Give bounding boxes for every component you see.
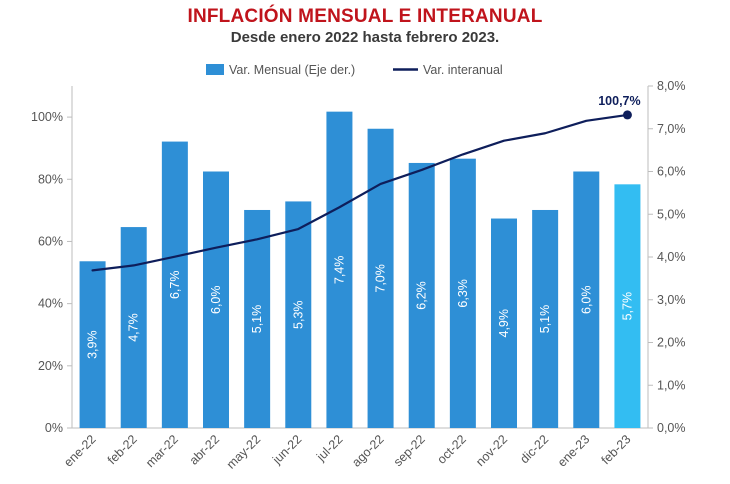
bar — [203, 171, 229, 428]
left-axis-tick-label: 60% — [38, 234, 63, 248]
bar-data-label: 5,3% — [291, 300, 305, 329]
x-axis-tick-label: jun-22 — [269, 432, 304, 467]
chart-subtitle: Desde enero 2022 hasta febrero 2023. — [230, 29, 500, 46]
line-point — [622, 110, 632, 120]
x-axis-tick-label: may-22 — [224, 432, 263, 471]
x-axis-tick-label: ene-23 — [555, 432, 592, 469]
bar — [614, 184, 641, 428]
bar-data-label: 7,0% — [374, 264, 388, 293]
bar — [449, 158, 476, 429]
legend-label-bar: Var. Mensual (Eje der.) — [229, 63, 355, 77]
legend-label-line: Var. interanual — [423, 63, 503, 77]
x-axis-tick-label: ene-22 — [61, 432, 98, 469]
right-axis-tick-label: 5,0% — [657, 207, 686, 221]
right-axis-tick-label: 6,0% — [657, 165, 686, 179]
bar-data-label: 7,4% — [332, 256, 346, 285]
right-axis-tick-label: 8,0% — [657, 79, 686, 93]
bar — [532, 209, 559, 428]
right-axis-tick-label: 7,0% — [657, 122, 686, 136]
x-axis-tick-label: feb-23 — [599, 432, 634, 467]
x-axis-tick-label: sep-22 — [391, 432, 428, 469]
right-axis-tick-label: 4,0% — [657, 250, 686, 264]
right-axis-tick-label: 1,0% — [657, 378, 686, 392]
left-axis-tick-label: 40% — [38, 297, 63, 311]
bar — [408, 162, 435, 428]
bar — [491, 218, 517, 428]
bar-data-label: 6,3% — [456, 279, 470, 308]
bar — [326, 111, 353, 429]
legend: Var. Mensual (Eje der.) Var. interanual — [206, 63, 503, 77]
bar-data-label: 4,7% — [127, 313, 141, 342]
bar-data-label: 5,7% — [620, 292, 634, 321]
left-axis-tick-label: 100% — [31, 110, 63, 124]
bar-data-label: 5,1% — [538, 305, 552, 334]
bar-data-label: 6,0% — [209, 286, 223, 315]
line-data-label: 100,7% — [598, 94, 640, 108]
left-axis-tick-label: 20% — [38, 359, 63, 373]
right-axis-tick-label: 3,0% — [657, 293, 686, 307]
bar-data-label: 6,0% — [579, 286, 593, 315]
bars — [79, 111, 641, 429]
right-axis-tick-label: 2,0% — [657, 336, 686, 350]
bar — [285, 201, 312, 428]
bar — [79, 261, 106, 428]
interanual-line — [91, 113, 629, 272]
left-axis-tick-label: 0% — [45, 421, 63, 435]
bar — [573, 171, 600, 428]
x-axis-tick-label: dic-22 — [517, 432, 551, 466]
line-series — [91, 110, 632, 272]
x-axis-tick-label: nov-22 — [473, 432, 510, 469]
x-axis-tick-label: abr-22 — [187, 432, 222, 467]
bar-data-label: 4,9% — [497, 309, 511, 338]
x-axis-tick-label: jul-22 — [313, 432, 345, 464]
legend-swatch-bar — [206, 64, 224, 75]
data-labels: 3,9% 4,7% 6,7% 6,0% 5,1% 5,3% 7,4% 7,0% 6,2% 6,3%… — [86, 94, 641, 359]
x-axis-tick-label: oct-22 — [435, 432, 469, 466]
right-axis-tick-label: 0,0% — [657, 421, 686, 435]
bar — [244, 209, 271, 428]
x-axis-tick-label: feb-22 — [105, 432, 140, 467]
bar-data-label: 6,2% — [415, 281, 429, 310]
bar — [367, 128, 394, 428]
bar-data-label: 5,1% — [250, 305, 264, 334]
x-axis-tick-label: ago-22 — [349, 432, 386, 469]
bar — [161, 141, 188, 428]
chart-title: INFLACIÓN MENSUAL E INTERANUAL — [187, 6, 543, 27]
left-axis-tick-label: 80% — [38, 172, 63, 186]
bar — [120, 227, 147, 428]
bar-data-label: 6,7% — [168, 271, 182, 300]
x-axis-tick-label: mar-22 — [143, 432, 181, 470]
bar-data-label: 3,9% — [86, 330, 100, 359]
